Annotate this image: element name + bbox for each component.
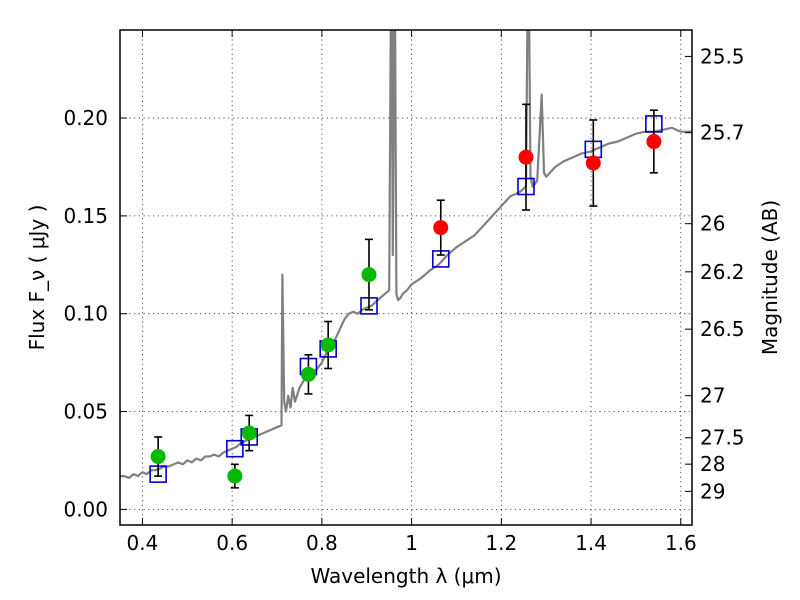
observed-point-red <box>585 155 601 171</box>
y2-tick-label: 29 <box>700 479 725 503</box>
y2-tick-label: 25.7 <box>700 121 745 145</box>
y2-tick-label: 27 <box>700 384 725 408</box>
grid <box>120 30 692 525</box>
x-tick-label: 1 <box>405 531 418 555</box>
y-tick-label: 0.15 <box>63 204 108 228</box>
y2-axis-label: Magnitude (AB) <box>758 200 782 355</box>
x-axis-label: Wavelength λ (μm) <box>310 564 501 588</box>
observed-point-green <box>150 449 166 465</box>
plot-frame <box>119 29 693 526</box>
axis-labels: Wavelength λ (μm) Flux F_ν ( μJy ) Magni… <box>25 200 782 588</box>
observed-point-green <box>227 468 243 484</box>
observed-point-red <box>433 220 449 236</box>
x-tick-label: 1.4 <box>575 531 607 555</box>
y-tick-label: 0.05 <box>63 400 108 424</box>
y2-tick-label: 27.5 <box>700 426 745 450</box>
model-point <box>226 439 244 458</box>
y2-tick-label: 28 <box>700 452 725 476</box>
y2-tick-label: 25.5 <box>700 44 745 68</box>
model-spectrum <box>120 30 692 480</box>
spectrum-line <box>120 30 692 480</box>
y2-tick-label: 26.2 <box>700 260 745 284</box>
y-tick-label: 0.20 <box>63 106 108 130</box>
observed-point-green <box>300 366 316 382</box>
observed-point-green <box>241 425 257 441</box>
observed-point-green <box>361 267 377 283</box>
x-tick-label: 0.4 <box>127 531 159 555</box>
y-axis-label: Flux F_ν ( μJy ) <box>25 205 49 351</box>
observed-point-green <box>320 337 336 353</box>
x-tick-label: 0.8 <box>306 531 338 555</box>
y2-tick-label: 26.5 <box>700 317 745 341</box>
observed-point-red <box>518 149 534 165</box>
y-tick-label: 0.00 <box>63 497 108 521</box>
y2-tick-label: 26 <box>700 212 725 236</box>
observed-point-red <box>646 134 662 150</box>
x-tick-label: 1.2 <box>485 531 517 555</box>
y-tick-label: 0.10 <box>63 302 108 326</box>
axis-ticks: 0.4 0.6 0.8 1 1.2 1.4 1.6 0.00 0.05 0.10 0.15 0.20 2… <box>63 30 745 555</box>
x-tick-label: 0.6 <box>216 531 248 555</box>
data-points <box>149 103 663 489</box>
x-tick-label: 1.6 <box>665 531 697 555</box>
